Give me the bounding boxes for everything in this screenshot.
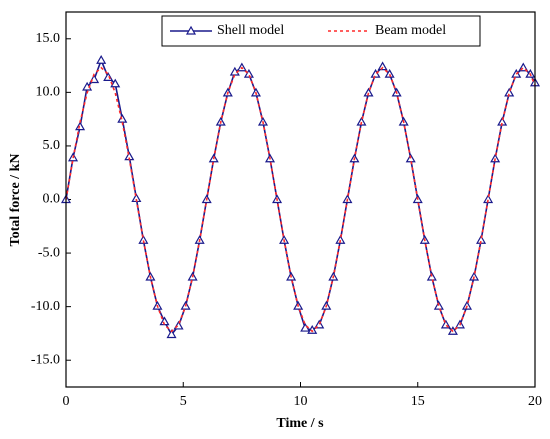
marker bbox=[103, 72, 114, 81]
marker bbox=[490, 153, 501, 163]
marker bbox=[96, 55, 107, 64]
series-line bbox=[65, 66, 536, 333]
marker bbox=[335, 235, 346, 244]
y-tick-label: 5.0 bbox=[43, 138, 61, 153]
marker bbox=[461, 300, 473, 310]
marker bbox=[468, 271, 480, 281]
legend-label: Shell model bbox=[217, 23, 284, 38]
y-axis-label: Total force / kN bbox=[8, 154, 23, 247]
marker bbox=[159, 316, 170, 326]
marker bbox=[110, 78, 121, 88]
legend-box bbox=[161, 15, 481, 47]
marker bbox=[370, 68, 381, 78]
marker bbox=[307, 325, 318, 334]
y-tick-label: 10.0 bbox=[36, 85, 61, 100]
legend-label: Beam model bbox=[375, 23, 446, 38]
x-tick-label: 20 bbox=[528, 394, 542, 409]
x-axis-label: Time / s bbox=[276, 416, 324, 431]
legend-marker bbox=[185, 25, 197, 35]
y-tick-label: 0.0 bbox=[43, 192, 61, 207]
marker bbox=[377, 61, 388, 71]
x-tick-label: 0 bbox=[63, 394, 70, 409]
x-tick-label: 5 bbox=[180, 394, 187, 409]
y-tick-label: 15.0 bbox=[36, 31, 61, 46]
marker bbox=[314, 319, 325, 329]
plot-frame bbox=[65, 11, 536, 388]
y-tick-label: -15.0 bbox=[31, 352, 60, 367]
marker bbox=[384, 68, 395, 78]
marker bbox=[166, 329, 177, 339]
x-tick-label: 10 bbox=[294, 394, 308, 409]
marker bbox=[356, 116, 367, 126]
y-tick-label: -5.0 bbox=[38, 245, 60, 260]
y-tick-label: -10.0 bbox=[31, 299, 60, 314]
marker bbox=[363, 87, 374, 97]
marker bbox=[243, 68, 254, 78]
x-tick-label: 15 bbox=[411, 394, 425, 409]
